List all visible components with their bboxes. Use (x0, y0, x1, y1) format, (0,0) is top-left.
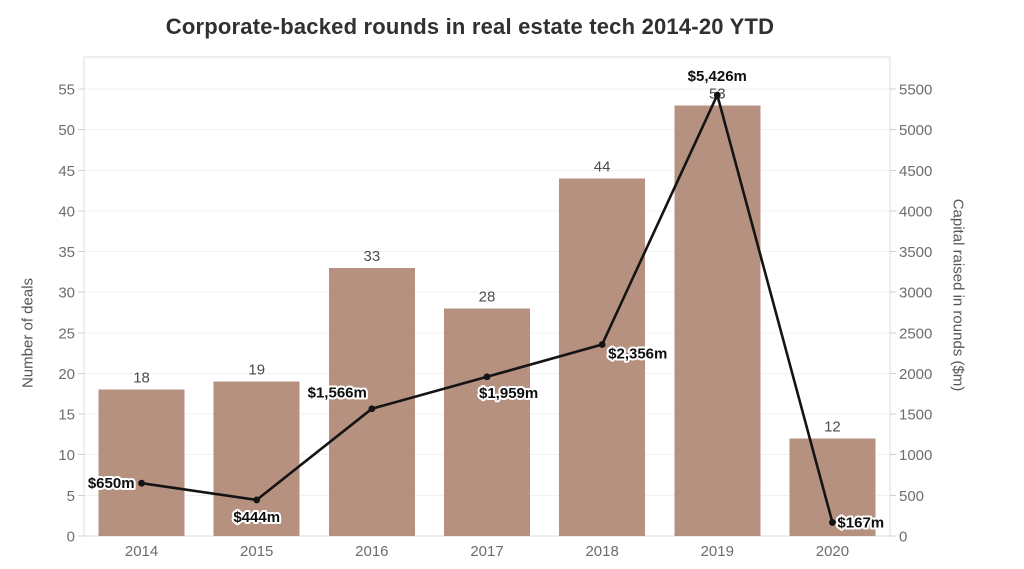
right-axis-tick-label: 4500 (899, 163, 932, 180)
right-axis-tick-label: 1500 (899, 407, 932, 424)
left-axis-tick-label: 5 (67, 488, 75, 505)
right-axis-tick-label: 2500 (899, 325, 932, 342)
bar-2014 (98, 389, 185, 536)
left-axis-tick-label: 25 (58, 325, 75, 342)
bar-2015 (213, 381, 300, 536)
left-axis-tick-label: 15 (58, 407, 75, 424)
left-axis-tick-label: 35 (58, 244, 75, 261)
right-axis-tick-label: 500 (899, 488, 924, 505)
line-value-label: $1,959m (479, 385, 538, 402)
x-axis-tick-label: 2020 (816, 543, 849, 560)
bar-value-label: 33 (364, 248, 381, 265)
right-axis-tick-label: 0 (899, 529, 907, 546)
left-axis-tick-label: 10 (58, 447, 75, 464)
line-point-2019 (713, 91, 721, 99)
bar-value-label: 12 (824, 418, 841, 435)
x-axis-tick-label: 2014 (125, 543, 158, 560)
x-axis-tick-label: 2016 (355, 543, 388, 560)
line-point-2020 (829, 519, 836, 526)
line-value-label: $650m (88, 475, 135, 492)
line-point-2016 (368, 405, 376, 413)
bar-2017 (444, 308, 530, 536)
left-axis-tick-label: 50 (58, 122, 75, 139)
bar-value-label: 44 (594, 158, 611, 175)
x-axis-tick-label: 2015 (240, 543, 273, 560)
right-axis-tick-label: 3000 (899, 285, 932, 302)
x-axis-tick-label: 2018 (585, 543, 618, 560)
right-axis-tick-label: 3500 (899, 244, 932, 261)
right-axis-tick-label: 1000 (899, 447, 932, 464)
chart-title: Corporate-backed rounds in real estate t… (165, 14, 775, 39)
bar-value-label: 28 (479, 288, 496, 305)
left-axis-tick-label: 45 (58, 163, 75, 180)
bar-value-label: 19 (248, 362, 265, 379)
line-point-2018 (598, 341, 606, 348)
bar-value-label: 18 (133, 370, 150, 387)
bar-2018 (559, 178, 646, 536)
right-axis-tick-label: 5500 (899, 82, 932, 99)
line-value-label: $444m (233, 509, 280, 526)
line-value-label: $167m (837, 514, 884, 531)
right-axis-tick-label: 4000 (899, 203, 932, 220)
left-axis-tick-label: 55 (58, 82, 75, 99)
x-axis-tick-label: 2019 (701, 543, 734, 560)
left-axis-tick-label: 30 (58, 285, 75, 302)
line-value-label: $1,566m (308, 385, 367, 402)
left-axis-tick-label: 20 (58, 366, 75, 383)
line-point-2014 (138, 479, 145, 487)
x-axis-tick-label: 2017 (470, 543, 503, 560)
line-value-label: $2,356m (608, 346, 667, 363)
right-axis-tick-label: 5000 (899, 122, 932, 139)
right-axis-tick-label: 2000 (899, 366, 932, 383)
left-axis-tick-label: 0 (67, 529, 75, 546)
line-point-2015 (253, 496, 261, 504)
left-axis-tick-label: 40 (58, 203, 75, 220)
bar-2019 (674, 105, 761, 536)
bar-2016 (328, 267, 415, 536)
line-value-label: $5,426m (688, 68, 747, 85)
line-point-2017 (483, 373, 491, 381)
